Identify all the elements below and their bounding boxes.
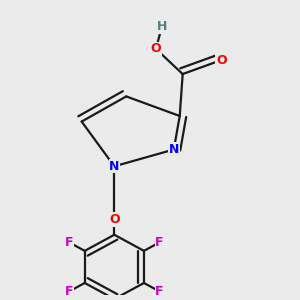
Text: F: F [155, 236, 164, 249]
Text: O: O [109, 213, 120, 226]
Text: F: F [65, 236, 74, 249]
Text: O: O [151, 42, 161, 56]
Text: N: N [169, 143, 179, 156]
Text: O: O [216, 54, 226, 67]
Text: N: N [109, 160, 119, 173]
Text: H: H [157, 20, 167, 33]
Text: F: F [155, 285, 164, 298]
Text: F: F [65, 285, 74, 298]
